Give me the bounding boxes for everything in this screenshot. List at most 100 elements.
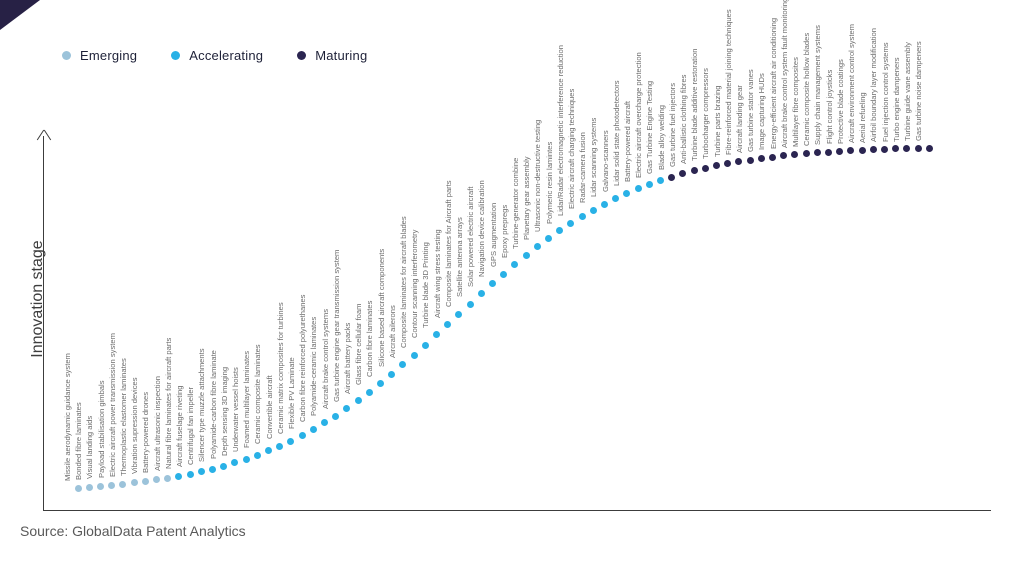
data-point-dot <box>186 470 194 478</box>
data-point-label: Gas turbine engine gear transmission sys… <box>331 249 341 402</box>
data-point-label: Radar-camera fusion <box>578 132 588 204</box>
data-point-label: Carbon fibre reinforced polyurethanes <box>298 295 308 423</box>
emerging-dot-icon <box>62 51 71 60</box>
data-point-label: Planetary gear assembly <box>522 156 532 240</box>
data-point-dot <box>701 164 709 172</box>
data-point-label: Depth sensing 3D imaging <box>219 366 229 456</box>
data-point-dot <box>152 476 160 484</box>
data-point-label: Battery-powered drones <box>141 391 151 473</box>
legend-item-maturing: Maturing <box>297 48 367 63</box>
data-point-label: Image capturing HUDs <box>757 73 767 151</box>
data-point-label: Supply chain management systems <box>813 25 823 146</box>
data-point-label: Vibration supression devices <box>130 377 140 475</box>
data-point-dot <box>85 483 93 491</box>
data-point-label: Turbine blade 3D Printing <box>421 242 431 328</box>
data-point-label: Thermoplastic elastomer laminates <box>119 358 128 476</box>
data-point-dot <box>925 144 933 152</box>
data-point-dot <box>836 147 844 155</box>
data-point-dot <box>320 419 328 427</box>
data-point-dot <box>679 170 687 178</box>
data-point-label: Foamed multilayer laminates <box>242 351 252 449</box>
data-point-label: Electric aircraft overcharge protection <box>634 51 644 178</box>
data-point-label: Ceramic matrix composites for turbines <box>275 302 285 435</box>
data-point-label: Bonded fibre laminates <box>74 402 84 481</box>
data-point-dot <box>757 155 765 163</box>
data-point-dot <box>388 370 396 378</box>
data-point-dot <box>780 152 788 160</box>
y-axis-title: Innovation stage <box>29 240 46 358</box>
data-point-dot <box>332 412 340 420</box>
data-point-dot <box>802 150 810 158</box>
data-point-label: Composite laminates for Aircraft parts <box>443 180 453 308</box>
data-point-dot <box>858 146 866 154</box>
data-point-dot <box>791 151 799 159</box>
data-point-dot <box>914 144 922 152</box>
data-point-dot <box>690 167 698 175</box>
y-axis-arrow-icon <box>36 128 51 140</box>
data-point-label: Gas turbine fuel injectors <box>667 82 677 167</box>
source-caption: Source: GlobalData Patent Analytics <box>20 523 246 539</box>
data-point-label: Satellite antenna arrays <box>455 217 464 298</box>
data-point-dot <box>522 252 530 260</box>
data-point-dot <box>264 447 272 455</box>
data-point-label: Electric aircraft charging techniques <box>567 89 576 210</box>
data-point-label: Turbine parts brazing <box>712 85 722 157</box>
corner-accent-triangle <box>0 0 40 30</box>
data-point-label: Centrifugal fan impeller <box>186 386 196 465</box>
data-point-dot <box>869 146 877 154</box>
data-point-label: Aircraft ultrasonic inspection <box>152 376 162 472</box>
maturing-dot-icon <box>297 51 307 60</box>
data-point-dot <box>746 156 754 164</box>
data-point-dot <box>623 189 631 197</box>
data-point-label: Epoxy prepregs <box>499 204 509 258</box>
data-point-label: Contour scanning interferometry <box>410 229 420 339</box>
data-point-label: Composite laminates for aircraft blades <box>399 216 408 349</box>
data-point-dot <box>544 235 552 243</box>
data-point-dot <box>220 462 228 470</box>
data-point-dot <box>276 442 284 450</box>
data-point-dot <box>399 361 407 369</box>
innovation-s-curve-chart: Innovation stage Missile aerodynamic gui… <box>0 0 1024 520</box>
data-point-label: Gas Turbine Engine Testing <box>645 80 655 174</box>
data-point-label: Aircraft brake control system fault moni… <box>779 0 789 148</box>
data-point-dot <box>612 195 620 203</box>
data-point-label: Aircraft battery packs <box>343 322 352 394</box>
data-point-dot <box>656 177 664 185</box>
data-point-label: Carbon fibre laminates <box>365 300 375 377</box>
data-point-label: Polyamide-ceramic laminates <box>309 316 319 416</box>
data-point-dot <box>164 474 172 482</box>
data-point-dot <box>108 481 116 489</box>
data-point-dot <box>488 280 496 288</box>
data-point-dot <box>724 160 732 168</box>
data-point-dot <box>287 437 295 445</box>
data-point-label: Aircraft environment control system <box>847 24 856 144</box>
data-point-label: Electric aircraft power transmission sys… <box>107 333 117 478</box>
data-point-label: Convertible aircraft <box>264 375 274 440</box>
data-point-label: Lidar solid state photodetectors <box>611 80 621 187</box>
data-point-dot <box>511 261 519 269</box>
data-point-label: Gas turbine noise dampeners <box>914 41 924 141</box>
data-point-dot <box>880 145 888 153</box>
legend: Emerging Accelerating Maturing <box>62 48 367 63</box>
data-point-label: Energy-efficient aircraft air conditioni… <box>768 17 778 149</box>
data-point-label: Gas turbine stator vanes <box>746 68 756 152</box>
data-point-label: Anti-ballistic clothing fibres <box>679 74 688 164</box>
data-point-label: Silencer type muzzle attachments <box>197 348 207 462</box>
y-axis-line <box>43 136 44 510</box>
data-point-label: Aircraft wing stress testing <box>432 229 442 318</box>
data-point-label: Airfoil boundary layer modification <box>869 28 879 143</box>
legend-label-emerging: Emerging <box>80 48 138 63</box>
data-point-label: Polymeric resin lamintes <box>544 141 554 224</box>
data-point-label: Fuel injection control systems <box>880 42 890 142</box>
data-point-dot <box>298 432 306 440</box>
data-point-dot <box>477 290 485 298</box>
data-point-label: Underwater vessel hoists <box>231 367 240 453</box>
data-point-label: Solar powered electric aircraft <box>466 186 476 287</box>
data-point-label: Turbo engine dampeners <box>891 57 901 142</box>
data-point-dot <box>365 388 373 396</box>
data-point-dot <box>74 484 82 492</box>
data-point-dot <box>208 465 216 473</box>
data-point-label: Turbocharger compressors <box>701 68 711 159</box>
x-axis-line <box>43 510 991 511</box>
data-point-dot <box>600 200 608 208</box>
